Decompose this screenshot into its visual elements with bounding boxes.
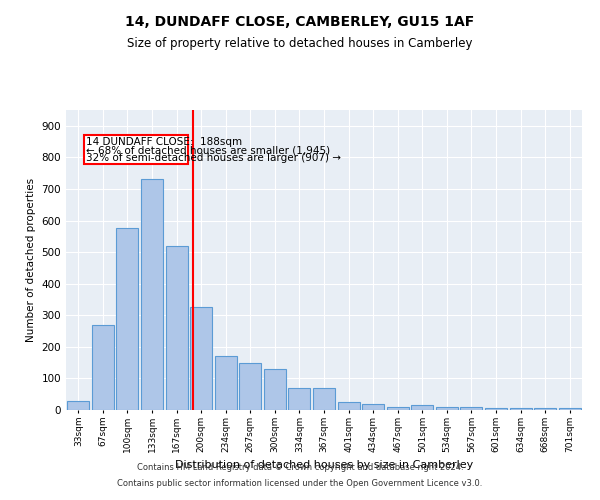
FancyBboxPatch shape <box>85 136 188 164</box>
Text: Contains public sector information licensed under the Open Government Licence v3: Contains public sector information licen… <box>118 478 482 488</box>
Bar <box>559 408 581 410</box>
Bar <box>67 400 89 410</box>
Bar <box>411 406 433 410</box>
Bar <box>239 362 262 410</box>
Y-axis label: Number of detached properties: Number of detached properties <box>26 178 36 342</box>
Text: 14, DUNDAFF CLOSE, CAMBERLEY, GU15 1AF: 14, DUNDAFF CLOSE, CAMBERLEY, GU15 1AF <box>125 15 475 29</box>
Text: ← 68% of detached houses are smaller (1,945): ← 68% of detached houses are smaller (1,… <box>86 145 330 155</box>
Text: Contains HM Land Registry data © Crown copyright and database right 2024.: Contains HM Land Registry data © Crown c… <box>137 464 463 472</box>
Text: Size of property relative to detached houses in Camberley: Size of property relative to detached ho… <box>127 38 473 51</box>
Bar <box>362 404 384 410</box>
Bar <box>313 388 335 410</box>
Bar <box>436 407 458 410</box>
Bar <box>264 369 286 410</box>
Bar <box>116 228 139 410</box>
Bar <box>190 308 212 410</box>
Bar <box>141 180 163 410</box>
Text: 32% of semi-detached houses are larger (907) →: 32% of semi-detached houses are larger (… <box>86 154 341 164</box>
Bar <box>166 246 188 410</box>
Text: 14 DUNDAFF CLOSE:  188sqm: 14 DUNDAFF CLOSE: 188sqm <box>86 137 242 147</box>
Bar <box>460 407 482 410</box>
Bar <box>338 402 359 410</box>
Bar <box>485 408 507 410</box>
Bar <box>289 388 310 410</box>
Bar <box>215 356 237 410</box>
Bar <box>534 408 556 410</box>
Bar <box>509 408 532 410</box>
Bar <box>386 407 409 410</box>
Bar <box>92 324 114 410</box>
X-axis label: Distribution of detached houses by size in Camberley: Distribution of detached houses by size … <box>175 460 473 470</box>
